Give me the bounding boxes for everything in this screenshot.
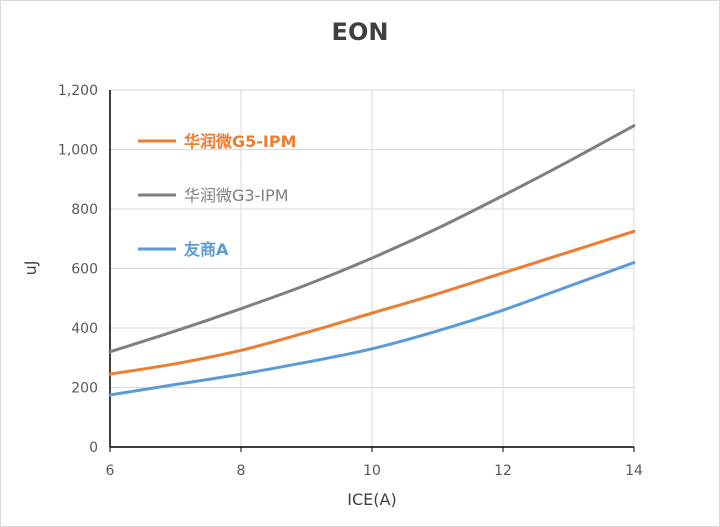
y-tick-labels: 0 200 400 600 800 1,000 1,200	[58, 83, 98, 456]
y-tick-label: 1,000	[58, 143, 98, 159]
series-line-1	[108, 229, 636, 376]
y-tick-label: 400	[71, 321, 98, 337]
y-tick-label: 800	[71, 202, 98, 218]
legend-label-3: 友商A	[184, 240, 229, 259]
legend-label-2: 华润微G3-IPM	[184, 186, 289, 205]
y-tick-label: 0	[89, 440, 98, 456]
y-tick-label: 200	[71, 381, 98, 397]
legend-label-1: 华润微G5-IPM	[184, 132, 297, 151]
x-tick-label: 14	[625, 463, 643, 479]
x-tick-label: 8	[237, 463, 246, 479]
y-tick-label: 1,200	[58, 83, 98, 99]
series-line-2	[108, 124, 636, 354]
y-axis-label: uJ	[21, 261, 40, 276]
x-axis-label: ICE(A)	[347, 490, 396, 509]
series-lines	[108, 124, 636, 397]
x-tick-label: 10	[363, 463, 381, 479]
y-tick-label: 600	[71, 262, 98, 278]
x-tick-label: 12	[494, 463, 512, 479]
x-tick-label: 6	[106, 463, 115, 479]
grid	[109, 89, 635, 452]
chart-title: EON	[332, 18, 389, 46]
series-line-3	[108, 261, 636, 397]
legend: 华润微G5-IPM 华润微G3-IPM 友商A	[138, 132, 297, 259]
x-tick-labels: 6 8 10 12 14	[106, 463, 643, 479]
